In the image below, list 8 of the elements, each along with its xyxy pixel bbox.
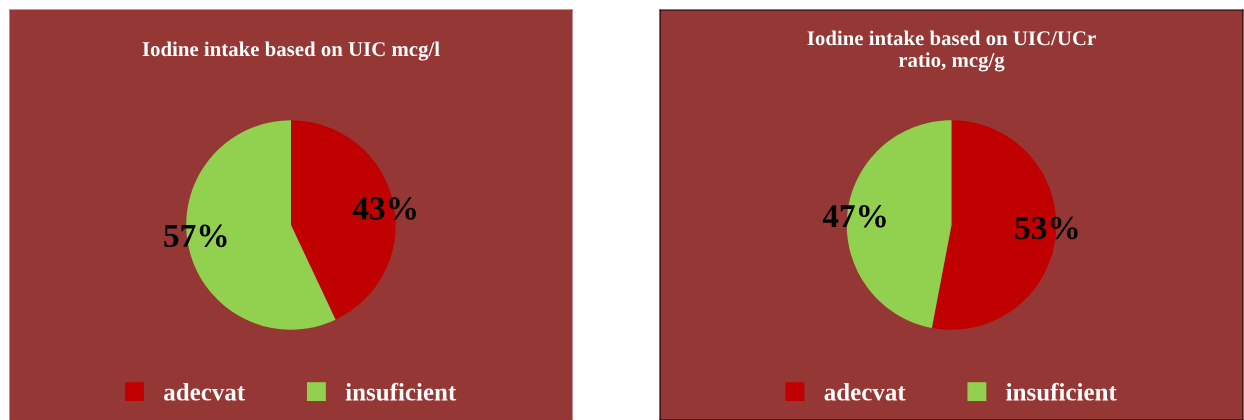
legend-label: insuficient: [345, 382, 457, 401]
legend-label: adecvat: [824, 383, 906, 401]
chart-title: Iodine intake based on UIC mcg/l: [142, 41, 440, 61]
legend-label: insuficient: [1006, 382, 1117, 401]
data-label: 53%: [1015, 216, 1078, 240]
chart-title: Iodine intake based on UIC/UCr ratio, mcg/g: [807, 30, 1096, 72]
data-label: 43%: [352, 197, 416, 220]
legend-label: adecvat: [164, 383, 246, 401]
